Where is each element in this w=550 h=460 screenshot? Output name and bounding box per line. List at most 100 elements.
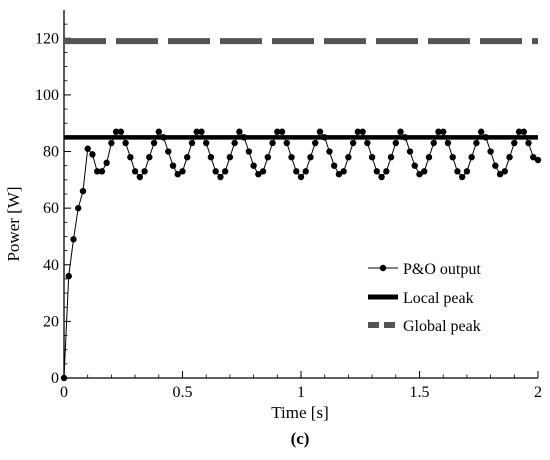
x-axis-label: Time [s] xyxy=(271,403,328,422)
po-output-point xyxy=(463,168,471,175)
po-output-point xyxy=(174,170,181,178)
po-output-point xyxy=(141,168,148,175)
po-output-point xyxy=(492,162,499,169)
po-output-point xyxy=(136,173,144,181)
po-output-point xyxy=(487,148,494,155)
po-output-point xyxy=(155,128,162,135)
legend-label-po-output: P&O output xyxy=(403,261,481,278)
panel-label: (c) xyxy=(291,429,310,448)
po-output-point xyxy=(212,168,219,175)
po-output-point xyxy=(425,154,433,161)
po-output-point xyxy=(515,128,523,135)
po-output-point xyxy=(501,168,509,175)
po-output-point xyxy=(411,162,418,169)
po-output-point xyxy=(184,154,191,161)
po-output-point xyxy=(259,168,267,175)
po-output-point xyxy=(468,154,475,161)
po-output-point xyxy=(188,139,196,147)
po-output-point xyxy=(449,154,456,161)
y-tick-label: 80 xyxy=(43,144,59,161)
y-tick-label: 40 xyxy=(43,257,59,274)
po-output-point xyxy=(406,148,414,155)
x-tick-label: 1.5 xyxy=(410,384,430,401)
po-output-point xyxy=(84,145,91,152)
po-output-point xyxy=(444,139,452,147)
po-output-point xyxy=(255,170,262,178)
po-output-point xyxy=(302,168,309,175)
po-output-point xyxy=(435,128,442,135)
po-output-point xyxy=(416,170,423,178)
po-output-point xyxy=(198,128,205,135)
po-output-point xyxy=(103,159,110,167)
po-output-point xyxy=(368,154,376,161)
po-output-point xyxy=(146,154,153,161)
po-output-point xyxy=(534,156,542,164)
po-output-point xyxy=(421,168,428,175)
po-output-point xyxy=(226,154,234,161)
po-output-point xyxy=(354,128,362,135)
series-layer xyxy=(60,38,542,382)
po-output-point xyxy=(454,168,461,175)
po-output-point xyxy=(75,204,82,212)
po-output-point xyxy=(307,154,314,161)
legend: P&O output Local peak Global peak xyxy=(368,261,481,335)
po-output-point xyxy=(278,128,286,135)
po-output-point xyxy=(326,148,333,155)
po-output-point xyxy=(245,148,253,155)
po-output-point xyxy=(207,154,215,161)
x-tick-label: 0 xyxy=(60,384,68,401)
po-output-point xyxy=(250,162,257,169)
po-output-point xyxy=(79,187,87,195)
po-output-point xyxy=(383,168,390,175)
po-output-point xyxy=(316,128,324,135)
po-output-point xyxy=(335,170,343,178)
po-output-point xyxy=(378,173,385,181)
y-tick-label: 60 xyxy=(43,200,59,217)
po-output-point xyxy=(430,139,437,147)
po-output-point xyxy=(293,168,300,175)
po-output-point xyxy=(482,134,490,141)
po-output-point xyxy=(274,128,281,135)
po-output-point xyxy=(117,128,125,135)
po-output-point xyxy=(65,272,72,280)
y-axis-label: Power [W] xyxy=(4,186,23,261)
po-output-point xyxy=(131,168,139,175)
po-output-point xyxy=(321,134,328,141)
po-output-point xyxy=(203,139,210,147)
po-output-point xyxy=(236,128,243,135)
po-output-point xyxy=(160,134,167,141)
po-output-point xyxy=(345,154,352,161)
po-output-point xyxy=(60,374,68,382)
po-output-point xyxy=(269,139,276,147)
po-output-point xyxy=(70,236,77,243)
po-output-point xyxy=(297,173,305,181)
po-output-point xyxy=(108,139,115,147)
y-tick-label: 120 xyxy=(35,30,59,47)
po-output-point xyxy=(98,168,106,175)
po-output-point xyxy=(402,134,409,141)
po-output-point xyxy=(520,128,527,135)
po-output-point xyxy=(112,128,120,135)
y-tick-label: 100 xyxy=(35,87,59,104)
po-output-point xyxy=(150,139,158,147)
po-output-point xyxy=(169,162,177,169)
po-output-point xyxy=(240,134,248,141)
po-output-point xyxy=(359,128,366,135)
po-output-point xyxy=(477,128,485,135)
po-output-point xyxy=(264,154,272,161)
po-output-point xyxy=(193,128,200,135)
axes: 0 20 40 60 80 100 120 0 0.5 1 1.5 2 xyxy=(35,10,542,401)
po-output-point xyxy=(496,170,504,178)
po-output-point xyxy=(473,139,480,147)
legend-label-local-peak: Local peak xyxy=(403,290,474,307)
po-output-point xyxy=(231,139,238,147)
po-output-point xyxy=(122,139,129,147)
po-output-point xyxy=(458,173,466,181)
po-output-point xyxy=(312,139,319,147)
po-output-point xyxy=(89,151,96,158)
po-output-point xyxy=(165,148,172,155)
po-output-point xyxy=(525,139,532,147)
po-output-point xyxy=(93,168,101,175)
po-output-point xyxy=(349,139,357,147)
